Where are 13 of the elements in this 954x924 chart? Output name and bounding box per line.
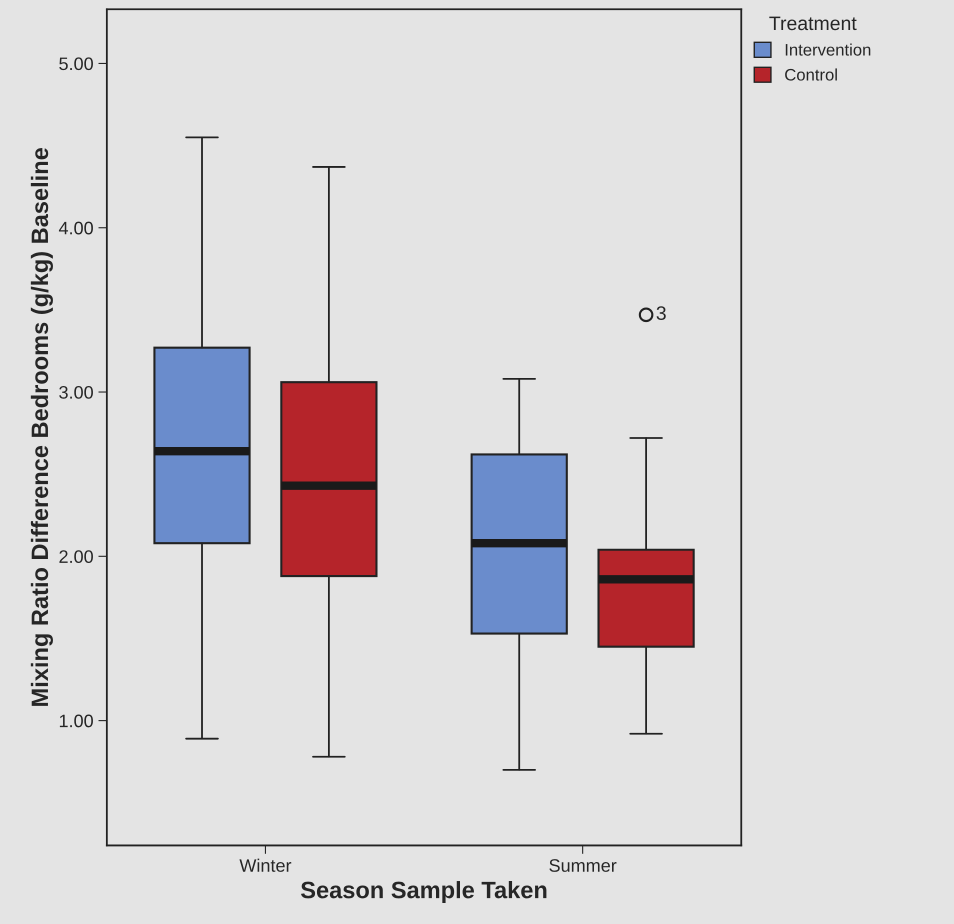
annotation: 3: [656, 306, 666, 320]
x-tick-label: Winter: [239, 858, 292, 872]
y-tick-label: 2.00: [59, 550, 93, 564]
y-tick-label: 4.00: [58, 222, 93, 234]
legend-title: Treatment: [769, 16, 857, 30]
y-tick-label: 3.00: [59, 386, 93, 399]
y-tick-label: 1.00: [60, 714, 93, 728]
legend-label: Control: [785, 68, 837, 81]
y-axis-title: Mixing Ratio Difference Bedrooms (g/kg) Baseline: [30, 148, 53, 706]
x-axis-title: Season Sample Taken: [300, 881, 546, 904]
legend-label: Intervention: [786, 43, 870, 56]
x-tick-label: Summer: [549, 859, 616, 872]
y-tick-label: 5.00: [59, 57, 93, 70]
